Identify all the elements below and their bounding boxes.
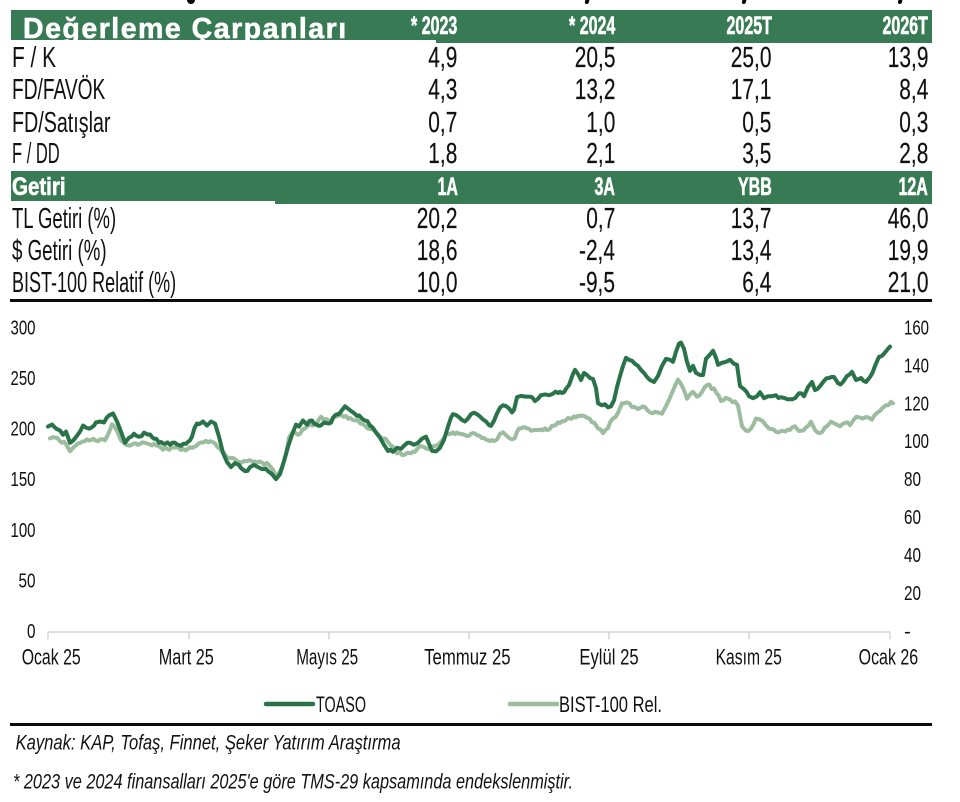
svg-text:140: 140: [904, 354, 929, 377]
svg-text:Mart 25: Mart 25: [159, 645, 214, 670]
svg-text:0: 0: [27, 620, 36, 643]
svg-text:Kasım 25: Kasım 25: [716, 645, 782, 670]
svg-text:TOASO: TOASO: [316, 692, 366, 717]
svg-text:BIST-100 Rel.: BIST-100 Rel.: [559, 692, 662, 717]
svg-text:Ocak 25: Ocak 25: [22, 645, 81, 670]
svg-text:60: 60: [904, 506, 921, 529]
svg-text:120: 120: [904, 392, 929, 415]
svg-text:300: 300: [11, 316, 36, 339]
svg-text:150: 150: [11, 468, 36, 491]
svg-text:80: 80: [904, 468, 921, 491]
svg-text:40: 40: [904, 544, 921, 567]
svg-text:Mayıs 25: Mayıs 25: [296, 645, 358, 670]
svg-text:Temmuz 25: Temmuz 25: [424, 645, 510, 670]
svg-text:-: -: [904, 620, 911, 643]
svg-text:Eylül 25: Eylül 25: [579, 645, 638, 670]
svg-text:100: 100: [11, 519, 36, 542]
svg-text:* 2023 ve 2024 finansalları 20: * 2023 ve 2024 finansalları 2025'e göre …: [13, 770, 573, 794]
svg-text:20: 20: [904, 582, 921, 605]
svg-text:Ocak 26: Ocak 26: [859, 645, 919, 670]
svg-text:200: 200: [11, 418, 36, 441]
svg-text:100: 100: [904, 430, 929, 453]
svg-text:50: 50: [19, 569, 36, 592]
svg-text:250: 250: [11, 367, 36, 390]
svg-text:160: 160: [904, 316, 929, 339]
svg-text:Kaynak: KAP, Tofaş, Finnet, Şe: Kaynak: KAP, Tofaş, Finnet, Şeker Yatırı…: [16, 731, 401, 755]
